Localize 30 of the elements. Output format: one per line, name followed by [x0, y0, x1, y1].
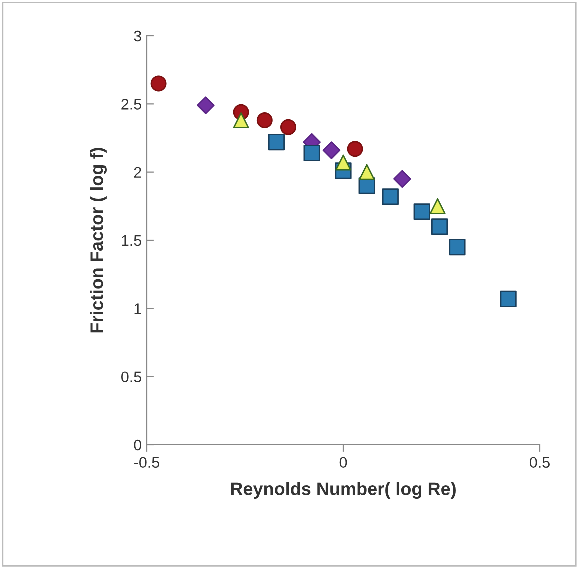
y-tick-label: 1 — [134, 304, 142, 314]
point — [268, 134, 285, 151]
x-tick-label: 0 — [340, 457, 348, 468]
point — [394, 170, 412, 188]
point — [449, 239, 466, 256]
point — [233, 112, 250, 129]
y-tick-label: 1.5 — [122, 236, 142, 246]
x-tick-label: 0.5 — [530, 457, 550, 468]
point — [431, 218, 448, 236]
point — [347, 141, 364, 158]
y-tick-label: 2 — [134, 167, 142, 178]
x-tick-label: -0.5 — [134, 457, 160, 468]
point — [382, 188, 399, 206]
point — [304, 144, 320, 162]
x-axis-title: Reynolds Number( log Re) — [231, 482, 456, 500]
y-tick-label: 0.5 — [122, 372, 142, 383]
point — [322, 142, 341, 160]
y-tick-label: 0 — [134, 440, 142, 451]
point — [197, 96, 215, 114]
point — [336, 154, 352, 171]
y-tick-label: 2.5 — [122, 99, 142, 110]
point — [430, 198, 446, 214]
point — [280, 119, 296, 136]
y-tick-label: 3 — [134, 30, 142, 42]
point — [150, 76, 167, 92]
point — [359, 164, 376, 180]
point — [414, 204, 430, 220]
y-axis-title: Friction Factor ( log f) — [90, 148, 108, 333]
point — [256, 112, 273, 129]
point — [500, 290, 517, 308]
